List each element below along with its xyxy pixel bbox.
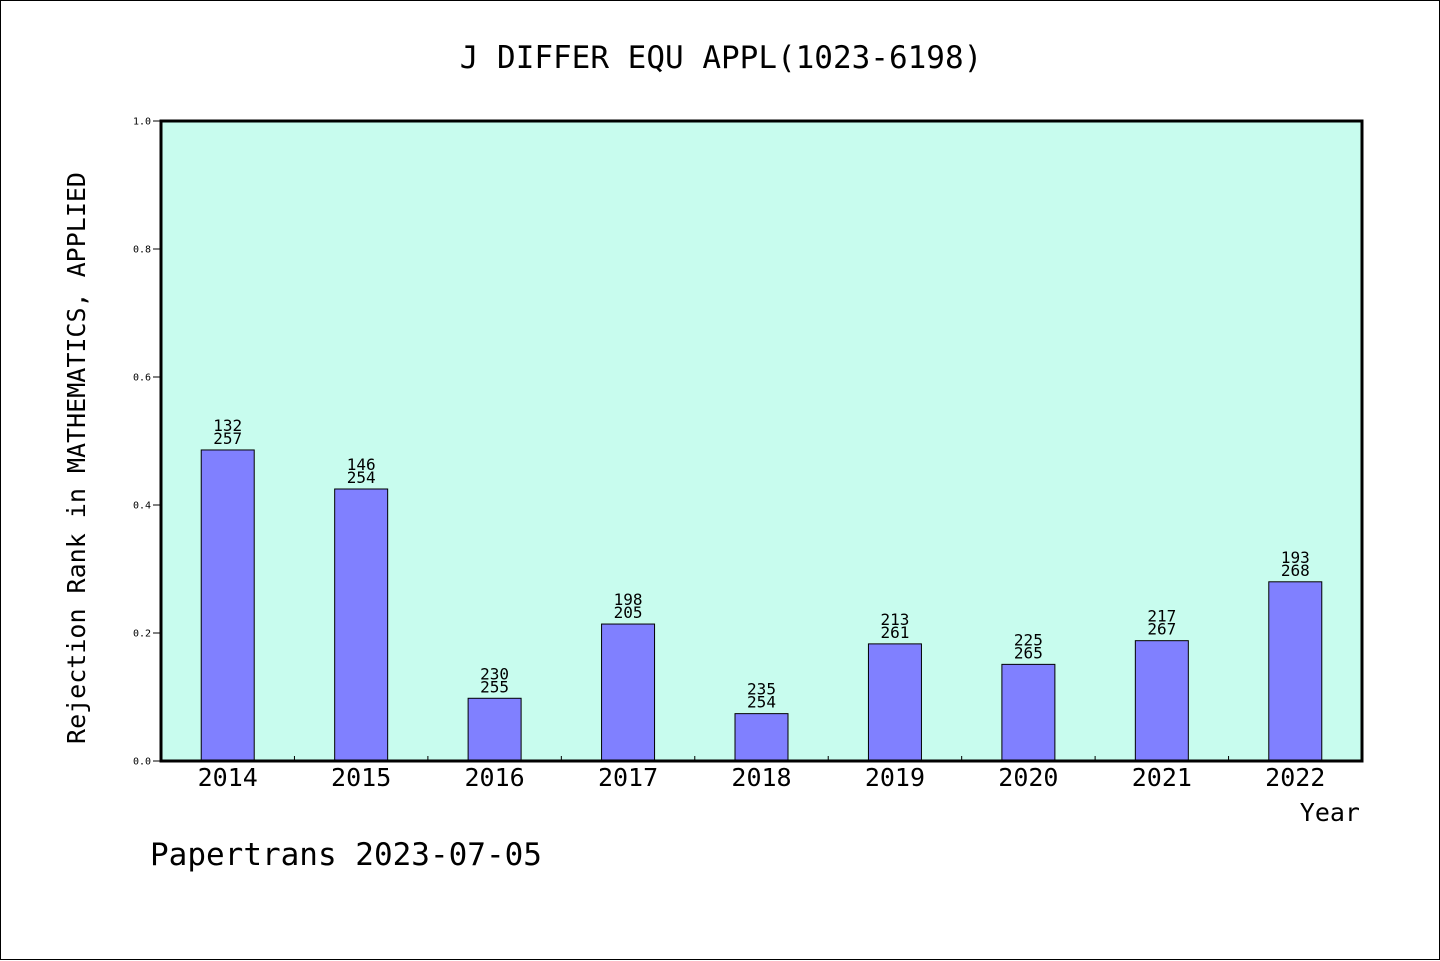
y-tick-label: 0.2 — [133, 629, 151, 640]
bar-label-top-2015: 146 — [347, 455, 376, 474]
bar-label-top-2014: 132 — [213, 416, 242, 435]
bar-2017 — [601, 623, 656, 762]
bar-2019 — [867, 643, 922, 762]
x-tick-label-2018: 2018 — [731, 763, 791, 792]
bar-label-top-2018: 235 — [747, 680, 776, 699]
bar-label-top-2020: 225 — [1014, 630, 1043, 649]
bar-label-bottom-2018: 254 — [747, 693, 776, 712]
x-tick-label-2017: 2017 — [598, 763, 658, 792]
x-tick-label-2015: 2015 — [331, 763, 391, 792]
bar-2016 — [467, 697, 522, 762]
bar-2022 — [1268, 581, 1323, 762]
y-tick-label: 0.8 — [133, 245, 151, 256]
y-tick-label: 0.4 — [133, 501, 151, 512]
x-tick-label-2016: 2016 — [465, 763, 525, 792]
bar-2021 — [1134, 640, 1189, 762]
bar-label-top-2017: 198 — [614, 590, 643, 609]
bar-label-top-2022: 193 — [1281, 548, 1310, 567]
bar-label-bottom-2019: 261 — [880, 623, 909, 642]
bar-label-top-2021: 217 — [1147, 607, 1176, 626]
bar-label-bottom-2017: 205 — [614, 603, 643, 622]
chart-title: J DIFFER EQU APPL(1023-6198) — [460, 40, 983, 76]
bar-label-bottom-2014: 257 — [213, 429, 242, 448]
bar-label-bottom-2020: 265 — [1014, 643, 1043, 662]
x-tick-label-2019: 2019 — [865, 763, 925, 792]
bar-label-bottom-2016: 255 — [480, 677, 509, 696]
bar-label-bottom-2021: 267 — [1147, 620, 1176, 639]
y-tick-label: 0.6 — [133, 373, 151, 384]
x-tick-label-2014: 2014 — [198, 763, 258, 792]
bar-label-bottom-2022: 268 — [1281, 561, 1310, 580]
x-tick-label-2022: 2022 — [1265, 763, 1325, 792]
bar-2020 — [1001, 663, 1056, 762]
x-tick-label-2021: 2021 — [1132, 763, 1192, 792]
plot-border — [159, 119, 1364, 763]
x-tick-label-2020: 2020 — [998, 763, 1058, 792]
bar-label-top-2019: 213 — [880, 610, 909, 629]
footer-credit: Papertrans 2023-07-05 — [150, 837, 542, 873]
bar-2015 — [334, 488, 389, 762]
y-tick-label: 1.0 — [133, 117, 151, 128]
y-axis-label: Rejection Rank in MATHEMATICS, APPLIED — [62, 172, 91, 744]
y-tick-label: 0.0 — [133, 757, 151, 768]
bar-2014 — [200, 449, 255, 762]
bar-label-bottom-2015: 254 — [347, 468, 376, 487]
bar-label-top-2016: 230 — [480, 664, 509, 683]
x-axis-label: Year — [1300, 798, 1360, 827]
bar-2018 — [734, 713, 789, 762]
